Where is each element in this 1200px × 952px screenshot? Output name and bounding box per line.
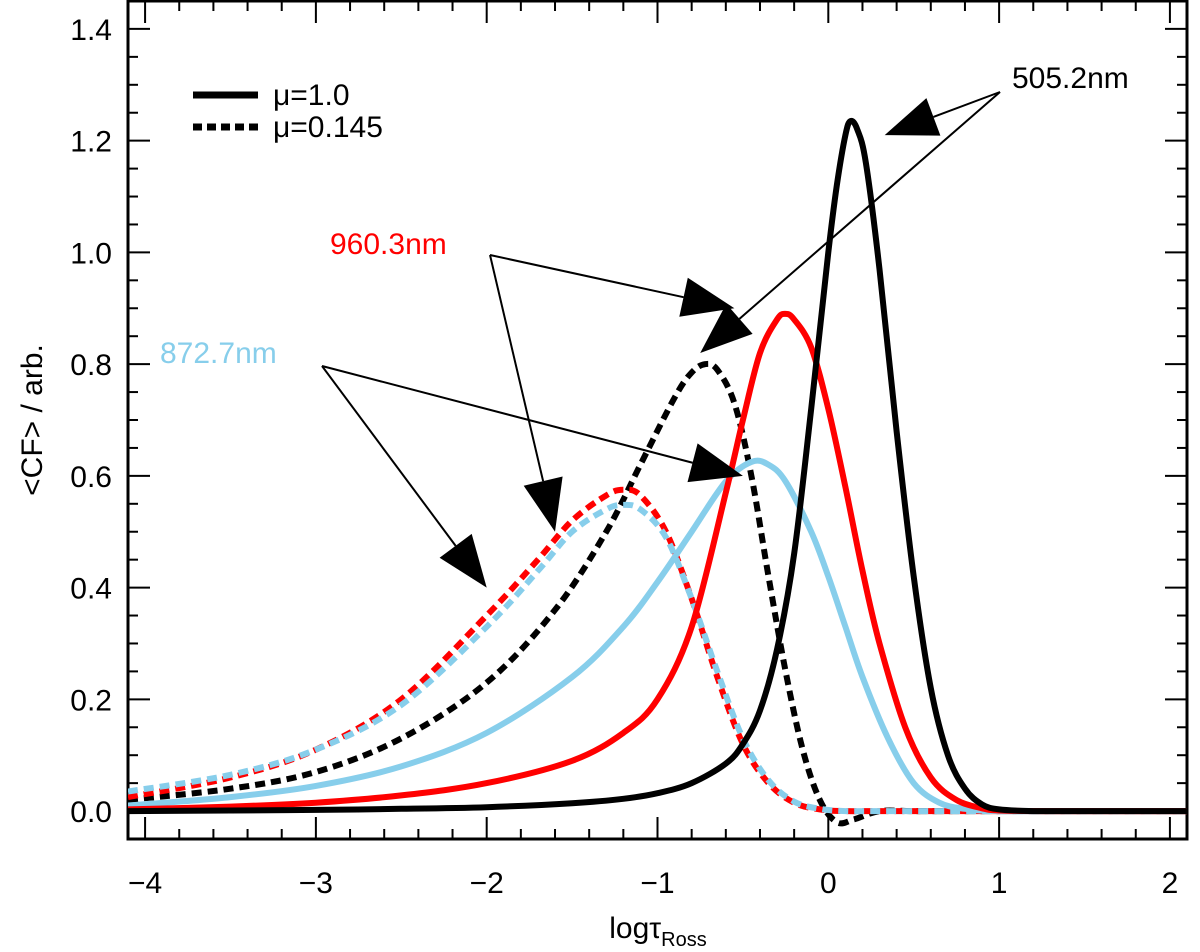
- axis-ticks: [128, 1, 1187, 839]
- y-tick-label: 0.8: [70, 349, 112, 382]
- series-line-960-3nm-1-0: [128, 310, 1187, 815]
- y-tick-label: 1.2: [70, 126, 112, 159]
- annotation-arrow-shaft: [321, 365, 693, 464]
- y-tick-label: 0.4: [70, 573, 112, 606]
- annotation-arrow-head: [523, 476, 563, 532]
- annotation-arrow-shaft: [933, 91, 1001, 118]
- series-line-872-7nm-0-145: [128, 501, 1187, 815]
- legend-label-mu-0145: μ=0.145: [273, 111, 383, 144]
- legend: μ=1.0 μ=0.145: [193, 79, 383, 144]
- annotation-arrow-shaft: [738, 91, 1001, 320]
- legend-label-mu-1: μ=1.0: [273, 79, 350, 112]
- x-tick-labels: −4 −3 −2 −1 0 1 2: [128, 867, 1178, 900]
- x-tick-label: −1: [640, 867, 674, 900]
- annotation-872nm-label: 872.7nm: [160, 337, 277, 370]
- series-layer: [128, 117, 1187, 827]
- y-tick-label: 0.6: [70, 461, 112, 494]
- y-tick-label: 1.0: [70, 237, 112, 270]
- annotation-arrow-head: [884, 98, 941, 136]
- x-tick-label: 0: [820, 867, 837, 900]
- annotation-arrow-head: [687, 443, 743, 483]
- series-line-505-2nm-0-145: [128, 360, 1187, 827]
- x-tick-label: 2: [1162, 867, 1179, 900]
- x-axis-title: logτRoss: [609, 912, 706, 951]
- annotation-960nm-label: 960.3nm: [330, 228, 447, 261]
- annotation-arrow-head: [700, 303, 753, 353]
- annotation-arrow-head: [679, 277, 735, 317]
- y-axis-title: <CF> / arb.: [16, 344, 49, 496]
- y-tick-label: 0.2: [70, 684, 112, 717]
- annotation-arrow-shaft: [489, 254, 545, 482]
- x-tick-label: −4: [128, 867, 162, 900]
- x-tick-label: 1: [991, 867, 1008, 900]
- series-line-872-7nm-1-0: [128, 457, 1187, 815]
- x-axis-title-subscript: Ross: [661, 929, 707, 951]
- y-tick-labels: 0.0 0.2 0.4 0.6 0.8 1.0 1.2 1.4: [70, 14, 112, 829]
- annotation-arrow-shaft: [321, 365, 457, 547]
- series-line-505-2nm-1-0: [128, 117, 1187, 815]
- annotation-arrow-head: [439, 533, 487, 588]
- y-tick-label: 1.4: [70, 14, 112, 47]
- x-axis-title-main: logτ: [609, 912, 661, 945]
- annotation-505nm-label: 505.2nm: [1012, 62, 1129, 95]
- x-tick-label: −2: [470, 867, 504, 900]
- annotation-arrow-shaft: [489, 254, 684, 299]
- y-tick-label: 0.0: [70, 796, 112, 829]
- annotations: 505.2nm 960.3nm 872.7nm: [160, 62, 1129, 588]
- x-tick-label: −3: [299, 867, 333, 900]
